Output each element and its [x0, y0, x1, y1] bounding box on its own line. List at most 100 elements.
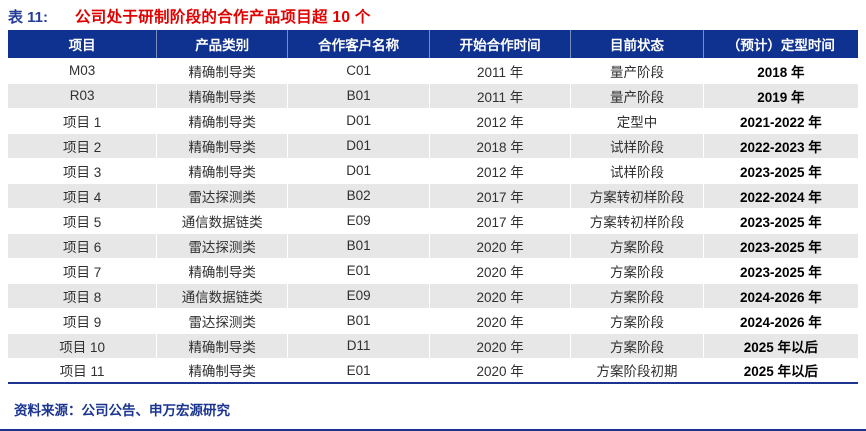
table-cell: 项目 7: [8, 257, 157, 283]
table-cell: 项目 8: [8, 282, 157, 308]
table-cell: 方案转初样阶段: [570, 207, 704, 233]
table-cell: 2020 年: [429, 357, 571, 383]
table-cell: 量产阶段: [570, 82, 704, 108]
table-cell: 2020 年: [429, 282, 571, 308]
table-cell: 项目 11: [8, 357, 157, 383]
table-cell: 雷达探测类: [156, 307, 288, 333]
table-cell: 项目 10: [8, 332, 157, 358]
table-cell: E01: [287, 357, 430, 383]
table-cell: 2025 年以后: [702, 357, 858, 383]
table-cell: 方案阶段: [570, 282, 704, 308]
table-cell: 精确制导类: [156, 157, 288, 183]
table-cell: 方案阶段: [570, 257, 704, 283]
table-cell: 定型中: [570, 107, 704, 133]
table-cell: E09: [287, 207, 430, 233]
table-cell: 精确制导类: [156, 332, 288, 358]
table-body: M03 精确制导类 C01 2011 年量产阶段 2018 年 R03 精确制导类 B01 20…: [8, 57, 858, 383]
table-cell: 精确制导类: [156, 82, 288, 108]
table-cell: 方案阶段初期: [570, 357, 704, 383]
data-table: 项目 产品类别 合作客户名称 开始合作时间 目前状态 （预计）定型时间 M03 精确制导类 C…: [8, 30, 858, 384]
table-cell: M03: [8, 57, 157, 83]
table-cell: 2023-2025 年: [702, 232, 858, 258]
table-row: M03 精确制导类 C01 2011 年量产阶段 2018 年: [8, 57, 858, 83]
table-cell: 雷达探测类: [156, 232, 288, 258]
table-cell: 试样阶段: [570, 132, 704, 158]
table-cell: 通信数据链类: [156, 207, 288, 233]
table-cell: 2017 年: [429, 207, 571, 233]
table-cell: 精确制导类: [156, 357, 288, 383]
table-cell: 2020 年: [429, 232, 571, 258]
table-cell: 项目 2: [8, 132, 157, 158]
table-cell: 项目 4: [8, 182, 157, 208]
table-row: 项目 1 精确制导类 D01 2012 年定型中 2021-2022 年: [8, 107, 858, 133]
table-row: 项目 3 精确制导类 D01 2012 年试样阶段 2023-2025 年: [8, 157, 858, 183]
table-cell: D01: [287, 157, 430, 183]
table-cell: 项目 9: [8, 307, 157, 333]
table-cell: 雷达探测类: [156, 182, 288, 208]
table-cell: 2020 年: [429, 332, 571, 358]
table-cell: 2020 年: [429, 307, 571, 333]
table-row: 项目 8 通信数据链类 E09 2020 年方案阶段 2024-2026 年: [8, 282, 858, 308]
column-header: 合作客户名称: [287, 30, 430, 58]
table-header-row: 项目 产品类别 合作客户名称 开始合作时间 目前状态 （预计）定型时间: [8, 30, 858, 58]
table-row: 项目 5 通信数据链类 E09 2017 年方案转初样阶段 2023-2025 年: [8, 207, 858, 233]
table-cell: 2011 年: [429, 82, 571, 108]
table-row: 项目 4 雷达探测类 B02 2017 年方案转初样阶段 2022-2024 年: [8, 182, 858, 208]
table-cell: B01: [287, 82, 430, 108]
column-header: 项目: [8, 30, 157, 58]
table-cell: 2017 年: [429, 182, 571, 208]
table-cell: R03: [8, 82, 157, 108]
table-cell: 2018 年: [429, 132, 571, 158]
figure-header: 表 11: 公司处于研制阶段的合作产品项目超 10 个: [8, 5, 858, 27]
table-cell: 精确制导类: [156, 107, 288, 133]
table-row: 项目 6 雷达探测类 B01 2020 年方案阶段 2023-2025 年: [8, 232, 858, 258]
table-cell: 精确制导类: [156, 257, 288, 283]
figure-title: 公司处于研制阶段的合作产品项目超 10 个: [75, 9, 371, 26]
table-cell: 精确制导类: [156, 132, 288, 158]
table-cell: 项目 1: [8, 107, 157, 133]
table-cell: 2019 年: [702, 82, 858, 108]
table-cell: 方案阶段: [570, 332, 704, 358]
table-cell: E01: [287, 257, 430, 283]
table-cell: 2012 年: [429, 157, 571, 183]
table-cell: 项目 6: [8, 232, 157, 258]
source-note: 资料来源：公司公告、申万宏源研究: [14, 403, 230, 418]
table-cell: 2011 年: [429, 57, 571, 83]
column-header: 目前状态: [570, 30, 704, 58]
column-header: 开始合作时间: [429, 30, 571, 58]
table-cell: 2022-2024 年: [702, 182, 858, 208]
table-row: 项目 7 精确制导类 E01 2020 年方案阶段 2023-2025 年: [8, 257, 858, 283]
table-cell: 2023-2025 年: [702, 257, 858, 283]
table-cell: 2024-2026 年: [702, 307, 858, 333]
table-cell: 2018 年: [702, 57, 858, 83]
table-cell: B02: [287, 182, 430, 208]
table-cell: 2021-2022 年: [702, 107, 858, 133]
table-cell: D01: [287, 132, 430, 158]
table-row: 项目 11 精确制导类 E01 2020 年方案阶段初期 2025 年以后: [8, 357, 858, 383]
table-cell: 项目 5: [8, 207, 157, 233]
table-cell: B01: [287, 307, 430, 333]
table-cell: 项目 3: [8, 157, 157, 183]
table-cell: 方案转初样阶段: [570, 182, 704, 208]
table-cell: B01: [287, 232, 430, 258]
table-cell: 试样阶段: [570, 157, 704, 183]
table-cell: 方案阶段: [570, 232, 704, 258]
table-row: 项目 2 精确制导类 D01 2018 年试样阶段 2022-2023 年: [8, 132, 858, 158]
table-cell: D11: [287, 332, 430, 358]
table-row: 项目 10 精确制导类 D11 2020 年方案阶段 2025 年以后: [8, 332, 858, 358]
table-cell: 2023-2025 年: [702, 157, 858, 183]
table-cell: 2025 年以后: [702, 332, 858, 358]
table-row: R03 精确制导类 B01 2011 年量产阶段 2019 年: [8, 82, 858, 108]
table-cell: 通信数据链类: [156, 282, 288, 308]
table-cell: 2023-2025 年: [702, 207, 858, 233]
table-cell: 量产阶段: [570, 57, 704, 83]
table-cell: 2020 年: [429, 257, 571, 283]
table-cell: 精确制导类: [156, 57, 288, 83]
table-cell: 2022-2023 年: [702, 132, 858, 158]
table-cell: E09: [287, 282, 430, 308]
column-header: 产品类别: [156, 30, 288, 58]
table-cell: 2024-2026 年: [702, 282, 858, 308]
figure-label: 表 11:: [8, 9, 49, 26]
table-cell: 方案阶段: [570, 307, 704, 333]
